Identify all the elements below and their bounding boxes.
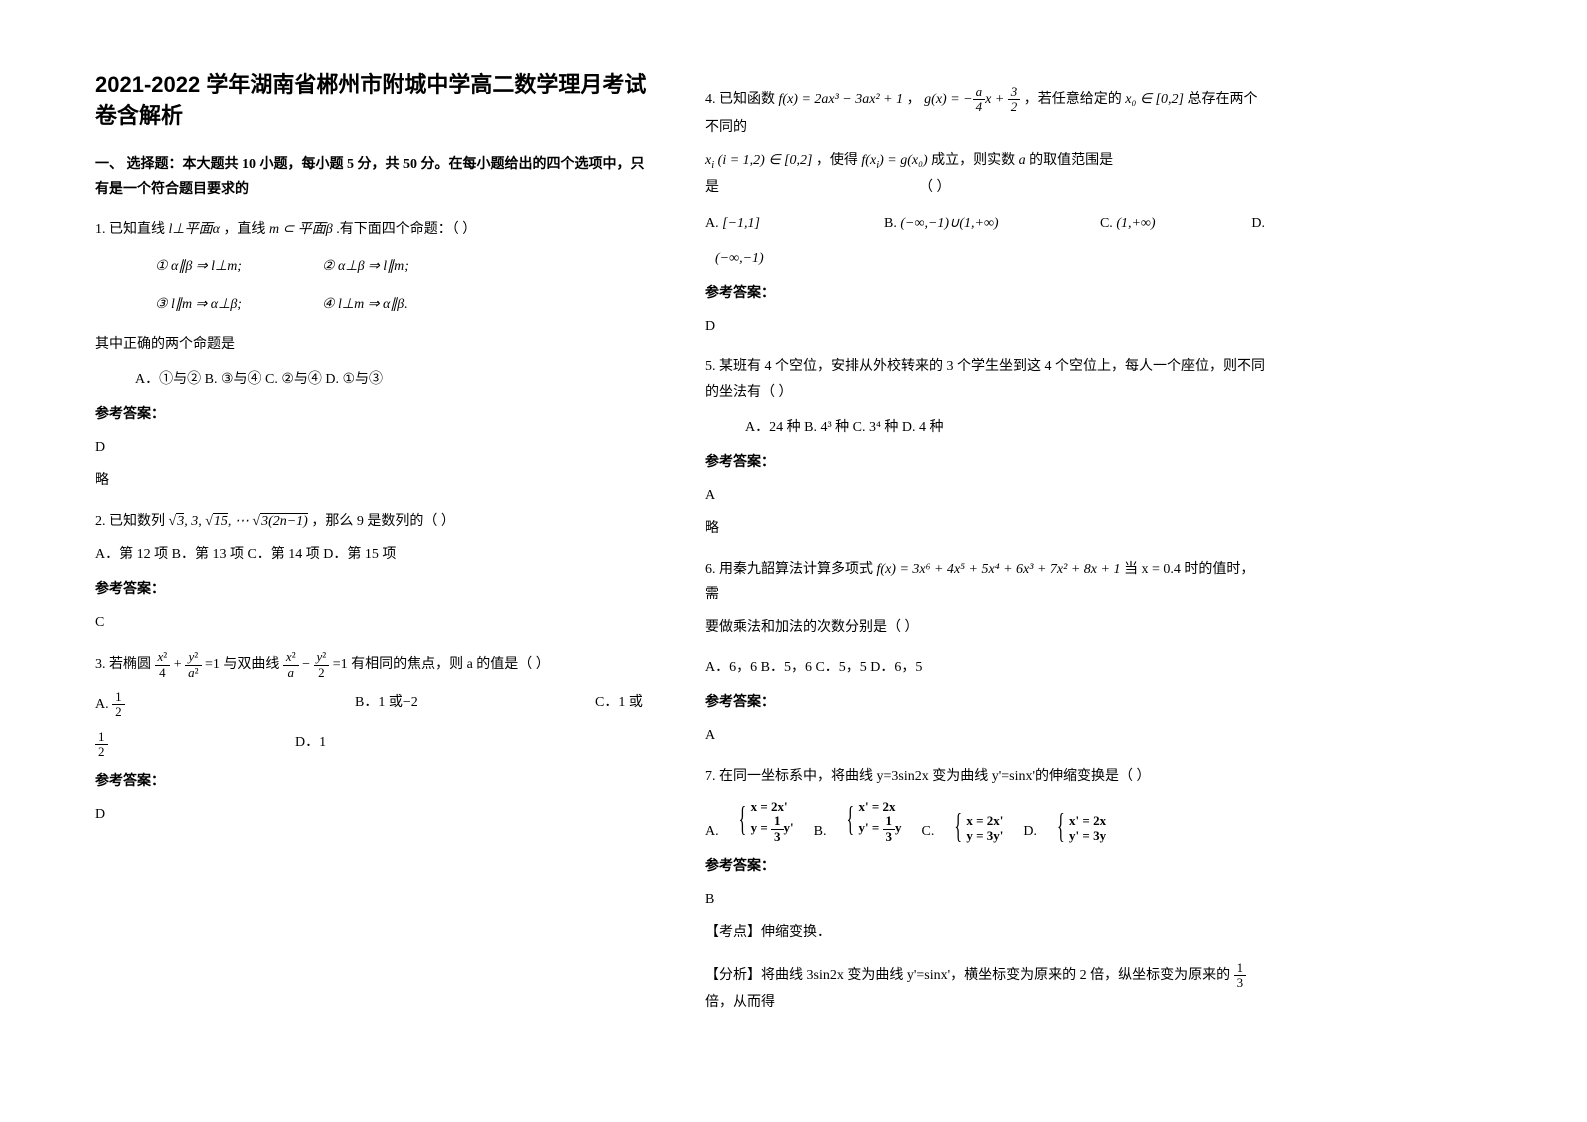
q1-row2: ③ l∥m ⇒ α⊥β; ④ l⊥m ⇒ α∥β. [95, 292, 655, 317]
q2-prefix: 2. 已知数列 [95, 514, 165, 529]
question-7: 7. 在同一坐标系中，将曲线 y=3sin2x 变为曲线 y'=sinx'的伸缩… [705, 764, 1265, 789]
q2-ans-label: 参考答案： [95, 577, 655, 602]
q4-optA: A. [705, 216, 719, 231]
q7-analysis-prefix: 【分析】将曲线 3sin2x 变为曲线 y'=sinx'，横坐标变为原来的 2 … [705, 968, 1230, 983]
q3-ans-label: 参考答案： [95, 769, 655, 794]
q4-optD-val-row: (−∞,−1) [705, 246, 1265, 271]
q2-options: A．第 12 项 B．第 13 项 C．第 14 项 D．第 15 项 [95, 542, 655, 567]
q6-line2: 要做乘法和加法的次数分别是（ ） [705, 615, 1265, 640]
q4-mid1: ，若任意给定的 [1024, 92, 1122, 107]
q1-options: A．①与② B. ③与④ C. ②与④ D. ①与③ [95, 367, 655, 392]
q3-optC: C．1 或 [595, 695, 643, 710]
q6-prefix: 6. 用秦九韶算法计算多项式 [705, 562, 873, 577]
q4-answer: D [705, 314, 1265, 339]
q7-tag: 【考点】伸缩变换． [705, 920, 1265, 945]
q4-optD: D. [1251, 216, 1265, 231]
q4-suffix: 的取值范围是 [1029, 153, 1113, 168]
q6-options: A．6，6 B．5，6 C．5，5 D．6，5 [705, 655, 1265, 680]
q7-optD: x' = 2x y' = 3y [1057, 813, 1106, 844]
q7-optD-label: D. [1023, 819, 1037, 844]
q3-optB: B．1 或−2 [355, 690, 535, 720]
q4-blank: （ ） [919, 180, 951, 195]
q1-ans-label: 参考答案： [95, 402, 655, 427]
right-column: 4. 已知函数 f(x) = 2ax³ − 3ax² + 1 ， g(x) = … [705, 70, 1265, 1023]
q4-mid4: 成立，则实数 [931, 153, 1015, 168]
q1-row1: ① α∥β ⇒ l⊥m; ② α⊥β ⇒ l∥m; [95, 254, 655, 279]
q4-opts-row1: A. [−1,1] B. (−∞,−1)∪(1,+∞) C. (1,+∞) D. [705, 211, 1265, 236]
q6-answer: A [705, 723, 1265, 748]
q1-sub: 其中正确的两个命题是 [95, 332, 655, 357]
q3-options-2: 12 D．1 [95, 730, 655, 760]
q1-p1: ① α∥β ⇒ l⊥m; [155, 254, 242, 279]
q4-comma: ， [907, 92, 921, 107]
q1-prefix: 1. 已知直线 [95, 222, 165, 237]
q4-ans-label: 参考答案： [705, 281, 1265, 306]
q4-optB-val: (−∞,−1)∪(1,+∞) [900, 216, 998, 231]
q7-analysis: 【分析】将曲线 3sin2x 变为曲线 y'=sinx'，横坐标变为原来的 2 … [705, 961, 1265, 1016]
left-column: 2021-2022 学年湖南省郴州市附城中学高二数学理月考试卷含解析 一、 选择… [95, 70, 655, 1023]
q5-options: A．24 种 B. 4³ 种 C. 3⁴ 种 D. 4 种 [705, 415, 1265, 440]
q4-optC: C. [1100, 216, 1113, 231]
q1-answer: D [95, 435, 655, 460]
q4-blank-line: 是（ ） [705, 175, 1265, 200]
q3-optA: A. [95, 697, 109, 712]
q1-mid: ，直线 [223, 222, 265, 237]
section-1-heading: 一、 选择题：本大题共 10 小题，每小题 5 分，共 50 分。在每小题给出的… [95, 152, 655, 202]
q1-p3: ③ l∥m ⇒ α⊥β; [155, 292, 242, 317]
q1-math2: m ⊂ 平面β [269, 217, 333, 242]
q4-prefix: 4. 已知函数 [705, 92, 775, 107]
q3-mid: 与双曲线 [223, 657, 283, 672]
q1-math1: l⊥平面α [169, 217, 220, 242]
q1-p2: ② α⊥β ⇒ l∥m; [322, 254, 409, 279]
q3-optD: D．1 [295, 730, 326, 760]
question-6: 6. 用秦九韶算法计算多项式 f(x) = 3x⁶ + 4x⁵ + 5x⁴ + … [705, 557, 1265, 607]
q5-exp: 略 [705, 516, 1265, 541]
q3-prefix: 3. 若椭圆 [95, 657, 155, 672]
q7-optC-label: C. [922, 819, 935, 844]
exam-page: 2021-2022 学年湖南省郴州市附城中学高二数学理月考试卷含解析 一、 选择… [0, 0, 1587, 1043]
exam-title: 2021-2022 学年湖南省郴州市附城中学高二数学理月考试卷含解析 [95, 70, 655, 132]
q4-optC-val: (1,+∞) [1116, 216, 1155, 231]
q5-answer: A [705, 483, 1265, 508]
q6-ans-label: 参考答案： [705, 690, 1265, 715]
q4-optD-val: (−∞,−1) [715, 251, 764, 266]
q3-options: A. 12 B．1 或−2 C．1 或 [95, 690, 655, 720]
q4-line2: xi (i = 1,2) ∈ [0,2] ，使得 f(xi) = g(x₀) 成… [705, 148, 1265, 176]
q1-p4: ④ l⊥m ⇒ α∥β. [322, 292, 408, 317]
q3-answer: D [95, 802, 655, 827]
question-5: 5. 某班有 4 个空位，安排从外校转来的 3 个学生坐到这 4 个空位上，每人… [705, 354, 1265, 404]
question-1: 1. 已知直线 l⊥平面α ，直线 m ⊂ 平面β .有下面四个命题：（ ） [95, 217, 655, 242]
q7-optB: x' = 2x y' = 13y [847, 799, 902, 844]
q5-ans-label: 参考答案： [705, 450, 1265, 475]
q2-answer: C [95, 610, 655, 635]
question-2: 2. 已知数列 √3, 3, √15, ⋯ √3(2n−1) ，那么 9 是数列… [95, 509, 655, 534]
q4-optB: B. [884, 216, 897, 231]
q7-optA-label: A. [705, 819, 719, 844]
q7-optB-label: B. [814, 819, 827, 844]
q1-suffix: .有下面四个命题：（ ） [336, 222, 476, 237]
q7-optC: x = 2x' y = 3y' [954, 813, 1003, 844]
q7-answer: B [705, 887, 1265, 912]
question-3: 3. 若椭圆 x²4 + y²a² =1 与双曲线 x²a − y²2 =1 有… [95, 650, 655, 680]
q4-mid3: ，使得 [816, 153, 858, 168]
q7-analysis-suffix: 倍，从而得 [705, 995, 775, 1010]
q1-exp: 略 [95, 468, 655, 493]
q7-optA: x = 2x' y = 13y' [739, 799, 794, 844]
q2-suffix: ，那么 9 是数列的（ ） [311, 514, 455, 529]
question-4: 4. 已知函数 f(x) = 2ax³ − 3ax² + 1 ， g(x) = … [705, 85, 1265, 140]
q3-suffix: 有相同的焦点，则 a 的值是（ ） [351, 657, 550, 672]
q7-options: A. x = 2x' y = 13y' B. x' = 2x y' = 13y … [705, 799, 1265, 844]
q4-optA-val: [−1,1] [722, 216, 760, 231]
q7-ans-label: 参考答案： [705, 854, 1265, 879]
